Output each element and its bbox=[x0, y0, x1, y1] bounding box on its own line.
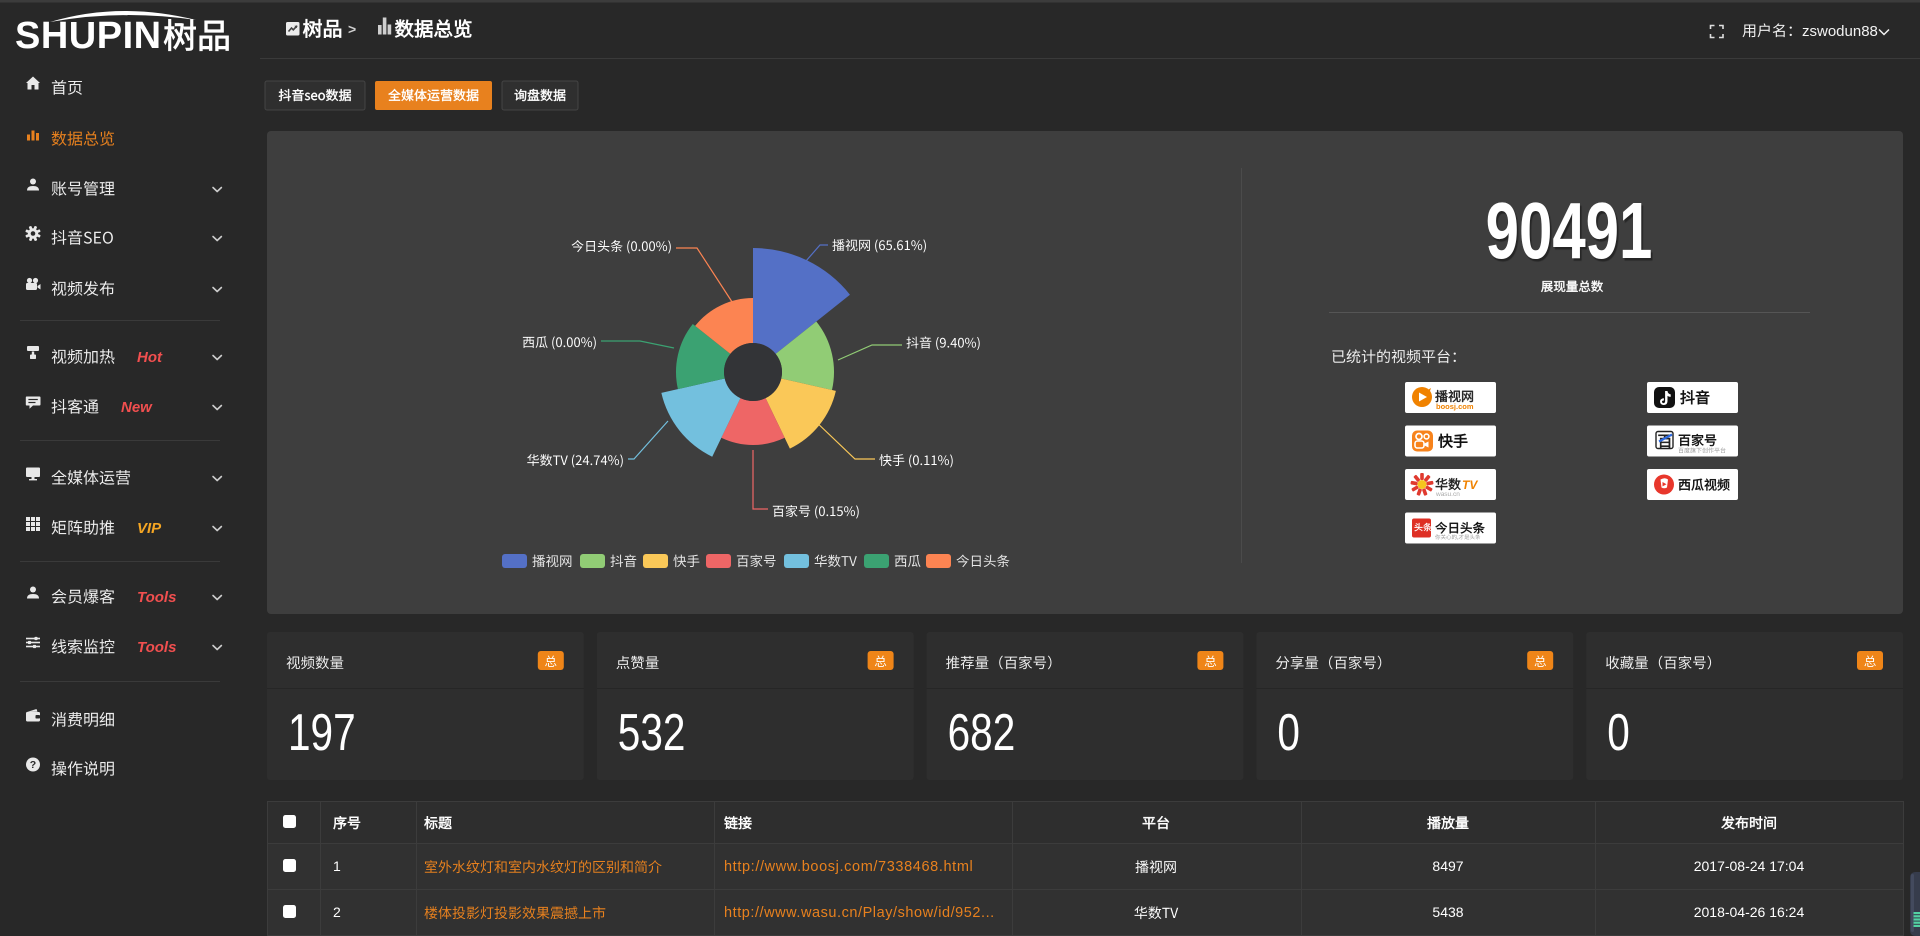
svg-text:1: 1 bbox=[333, 858, 341, 874]
svg-text:2018-04-26 16:24: 2018-04-26 16:24 bbox=[1694, 904, 1805, 920]
svg-text:2: 2 bbox=[333, 904, 341, 920]
svg-text:90491: 90491 bbox=[1486, 186, 1653, 275]
svg-text:0: 0 bbox=[1607, 703, 1630, 761]
svg-text:http://www.wasu.cn/Play/show/i: http://www.wasu.cn/Play/show/id/952... bbox=[724, 905, 995, 921]
svg-text:boosj.com: boosj.com bbox=[1436, 402, 1474, 411]
svg-text:TV: TV bbox=[1462, 478, 1478, 492]
svg-text:http://www.boosj.com/7338468.h: http://www.boosj.com/7338468.html bbox=[724, 859, 973, 875]
svg-text:zswodun88: zswodun88 bbox=[1802, 23, 1878, 40]
svg-text:New: New bbox=[121, 399, 153, 416]
svg-text:532: 532 bbox=[618, 703, 686, 761]
svg-text:Hot: Hot bbox=[137, 349, 163, 366]
svg-text:197: 197 bbox=[288, 703, 356, 761]
svg-text:5438: 5438 bbox=[1432, 904, 1463, 920]
svg-text:wasu.cn: wasu.cn bbox=[1435, 491, 1460, 498]
svg-text:2017-08-24 17:04: 2017-08-24 17:04 bbox=[1694, 858, 1805, 874]
svg-text:8497: 8497 bbox=[1432, 858, 1463, 874]
svg-text:Tools: Tools bbox=[137, 589, 176, 606]
svg-text:VIP: VIP bbox=[137, 520, 162, 537]
svg-text:0: 0 bbox=[1277, 703, 1300, 761]
svg-text:682: 682 bbox=[948, 703, 1016, 761]
svg-text:Tools: Tools bbox=[137, 639, 176, 656]
svg-text:?: ? bbox=[30, 759, 36, 771]
svg-text:SHUPIN: SHUPIN bbox=[15, 15, 162, 57]
svg-text:>: > bbox=[348, 21, 356, 37]
